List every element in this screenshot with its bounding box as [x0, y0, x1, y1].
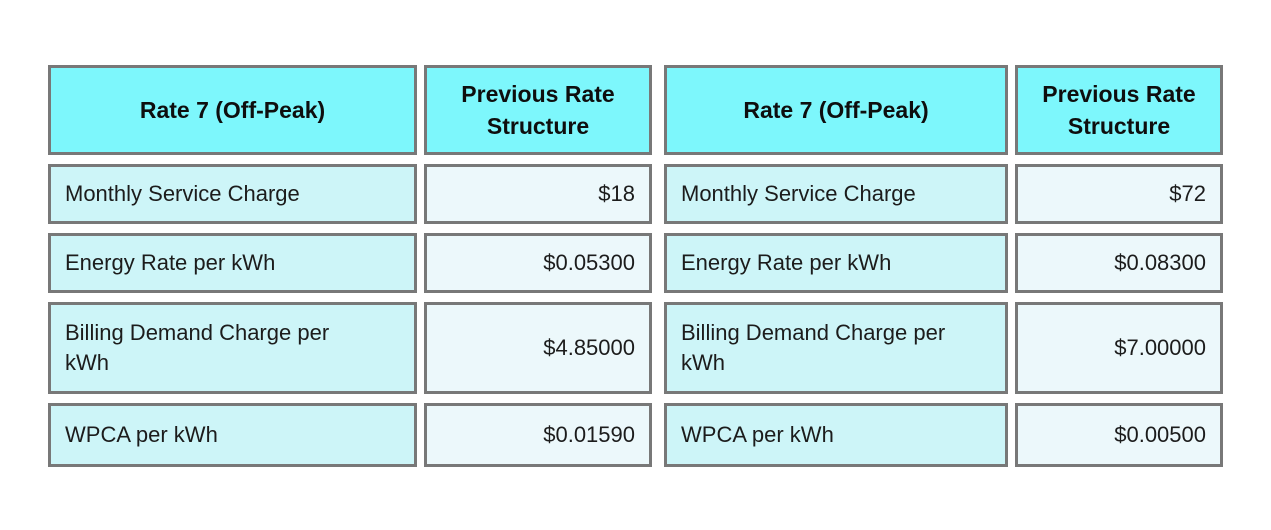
rate-table-previous-left: Rate 7 (Off-Peak) Previous Rate Structur… [48, 65, 652, 467]
energy-rate-value: $0.08300 [1114, 249, 1206, 275]
rate-7-off-peak-header: Rate 7 (Off-Peak) [664, 65, 1008, 155]
rate-7-off-peak-header: Rate 7 (Off-Peak) [48, 65, 417, 155]
rate-tables-group: Rate 7 (Off-Peak) Previous Rate Structur… [48, 65, 1223, 467]
billing-demand-value-cell: $7.00000 [1015, 302, 1223, 394]
billing-demand-label-cell: Billing Demand Charge per kWh [48, 302, 417, 394]
energy-rate-value-cell: $0.08300 [1015, 233, 1223, 293]
monthly-service-charge-label-cell: Monthly Service Charge [664, 164, 1008, 224]
billing-demand-value-cell: $4.85000 [424, 302, 652, 394]
wpca-value-cell: $0.00500 [1015, 403, 1223, 467]
rate-7-off-peak-header-label: Rate 7 (Off-Peak) [139, 96, 326, 123]
monthly-service-charge-value: $18 [598, 180, 635, 206]
monthly-service-charge-value-cell: $72 [1015, 164, 1223, 224]
billing-demand-value: $7.00000 [1114, 334, 1206, 360]
monthly-service-charge-value: $72 [1169, 180, 1206, 206]
billing-demand-value: $4.85000 [543, 334, 635, 360]
rate-table-previous-right: Rate 7 (Off-Peak) Previous Rate Structur… [664, 65, 1223, 467]
wpca-value: $0.00500 [1114, 421, 1206, 447]
monthly-service-charge-value-cell: $18 [424, 164, 652, 224]
energy-rate-label-cell: Energy Rate per kWh [664, 233, 1008, 293]
billing-demand-label: Billing Demand Charge per kWh [65, 319, 330, 375]
wpca-label-cell: WPCA per kWh [664, 403, 1008, 467]
energy-rate-label: Energy Rate per kWh [65, 249, 276, 275]
previous-rate-structure-header-label: Previous Rate Structure [1042, 80, 1196, 139]
monthly-service-charge-label: Monthly Service Charge [65, 180, 300, 206]
wpca-label: WPCA per kWh [681, 421, 834, 447]
rate-7-off-peak-header-label: Rate 7 (Off-Peak) [743, 96, 929, 123]
billing-demand-label: Billing Demand Charge per kWh [681, 319, 946, 375]
wpca-label: WPCA per kWh [65, 421, 218, 447]
energy-rate-value-cell: $0.05300 [424, 233, 652, 293]
wpca-value: $0.01590 [543, 421, 635, 447]
wpca-label-cell: WPCA per kWh [48, 403, 417, 467]
energy-rate-label: Energy Rate per kWh [681, 249, 892, 275]
billing-demand-label-cell: Billing Demand Charge per kWh [664, 302, 1008, 394]
monthly-service-charge-label-cell: Monthly Service Charge [48, 164, 417, 224]
energy-rate-value: $0.05300 [543, 249, 635, 275]
energy-rate-label-cell: Energy Rate per kWh [48, 233, 417, 293]
wpca-value-cell: $0.01590 [424, 403, 652, 467]
monthly-service-charge-label: Monthly Service Charge [681, 180, 916, 206]
previous-rate-structure-header-label: Previous Rate Structure [461, 80, 615, 139]
previous-rate-structure-header: Previous Rate Structure [1015, 65, 1223, 155]
previous-rate-structure-header: Previous Rate Structure [424, 65, 652, 155]
